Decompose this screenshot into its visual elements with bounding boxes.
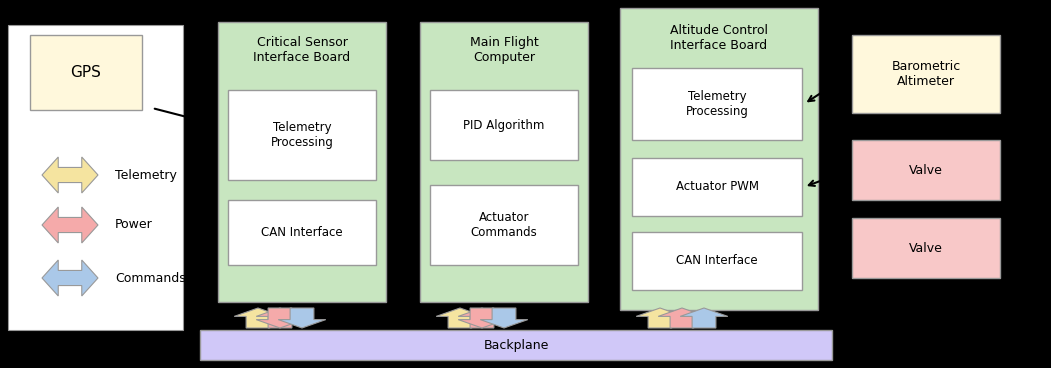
Polygon shape [480,308,528,328]
FancyBboxPatch shape [632,68,802,140]
Text: Valve: Valve [909,163,943,177]
FancyBboxPatch shape [420,22,588,302]
Text: CAN Interface: CAN Interface [676,255,758,268]
Text: Main Flight
Computer: Main Flight Computer [470,36,538,64]
FancyBboxPatch shape [8,25,183,330]
Polygon shape [42,260,98,296]
Text: Actuator PWM: Actuator PWM [676,180,759,194]
Text: Commands: Commands [115,272,186,284]
Polygon shape [256,308,304,328]
FancyBboxPatch shape [30,35,142,110]
Text: Barometric
Altimeter: Barometric Altimeter [891,60,961,88]
Text: GPS: GPS [70,65,102,80]
Text: Telemetry
Processing: Telemetry Processing [270,121,333,149]
Text: Backplane: Backplane [483,339,549,351]
Text: Actuator
Commands: Actuator Commands [471,211,537,239]
FancyBboxPatch shape [620,8,818,310]
Text: Valve: Valve [909,241,943,255]
Text: Critical Sensor
Interface Board: Critical Sensor Interface Board [253,36,351,64]
FancyBboxPatch shape [852,140,1000,200]
Polygon shape [279,308,326,328]
Text: Telemetry: Telemetry [115,169,177,181]
Polygon shape [458,308,506,328]
FancyBboxPatch shape [200,330,832,360]
FancyBboxPatch shape [632,158,802,216]
FancyBboxPatch shape [228,90,376,180]
Polygon shape [458,308,506,328]
Text: Power: Power [115,219,152,231]
Text: PID Algorithm: PID Algorithm [463,118,544,131]
Polygon shape [636,308,684,328]
FancyBboxPatch shape [632,232,802,290]
Text: CAN Interface: CAN Interface [262,226,343,239]
Polygon shape [234,308,282,328]
Polygon shape [680,308,727,328]
FancyBboxPatch shape [852,35,1000,113]
FancyBboxPatch shape [228,200,376,265]
Polygon shape [256,308,304,328]
FancyBboxPatch shape [218,22,386,302]
Text: Telemetry
Processing: Telemetry Processing [685,90,748,118]
Text: Altitude Control
Interface Board: Altitude Control Interface Board [669,24,768,52]
Polygon shape [42,157,98,193]
FancyBboxPatch shape [430,185,578,265]
Polygon shape [436,308,483,328]
Polygon shape [42,207,98,243]
FancyBboxPatch shape [430,90,578,160]
FancyBboxPatch shape [852,218,1000,278]
Polygon shape [658,308,706,328]
